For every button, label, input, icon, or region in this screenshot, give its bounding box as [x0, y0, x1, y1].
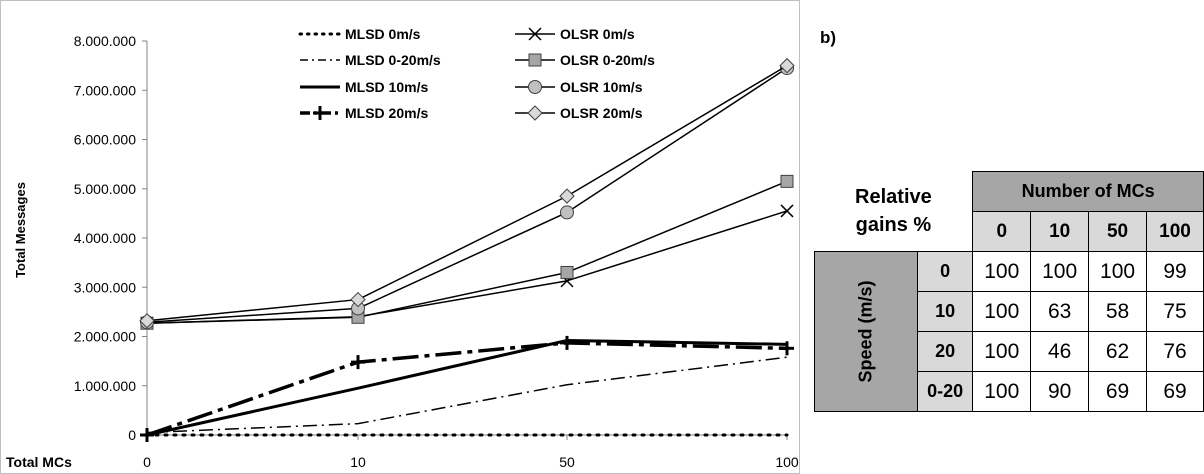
series-mlsd-0-20m-s-line	[146, 356, 788, 434]
legend-olsr-0m-s-label: OLSR 0m/s	[560, 26, 635, 42]
table-cell: 100	[972, 371, 1032, 412]
x-tick-label: 50	[559, 454, 575, 470]
corner-line-1: Relative	[855, 186, 932, 209]
table-row: Speed (m/s) 0 100 100 100 99	[813, 251, 1204, 412]
y-tick-label: 3.000.000	[74, 279, 136, 295]
table-corner-label: Relative gains %	[815, 172, 973, 252]
series-olsr-20m-s-line	[146, 64, 788, 322]
table-cell: 62	[1088, 331, 1147, 372]
table-cell: 69	[1088, 371, 1147, 412]
series-olsr-0-20m-s-line	[146, 180, 788, 324]
x-tick-label: 100	[775, 454, 799, 470]
row-header: 20	[917, 331, 974, 372]
col-header-10: 10	[1030, 211, 1090, 252]
row-header: 10	[917, 291, 974, 332]
table-row: 10 100 63 58 75	[815, 291, 1204, 332]
speed-side-label: Speed (m/s)	[855, 280, 876, 383]
legend-olsr-10m-s-label: OLSR 10m/s	[560, 79, 643, 95]
legend-olsr-10m-s-point	[528, 80, 542, 94]
legend-mlsd-20m-s-point	[313, 106, 327, 120]
y-tick-label: 7.000.000	[74, 82, 136, 98]
y-tick-label: 8.000.000	[74, 33, 136, 49]
legend-olsr-0-20m-s-label: OLSR 0-20m/s	[560, 52, 655, 68]
series-olsr-0-20m-s-point	[560, 265, 574, 279]
y-tick-label: 6.000.000	[74, 132, 136, 148]
table-cell: 100	[972, 331, 1032, 372]
y-axis-title: Total Messages	[13, 182, 28, 278]
table-cell: 100	[972, 291, 1032, 332]
y-tick-label: 4.000.000	[74, 230, 136, 246]
table-row: 20 100 46 62 76	[815, 331, 1204, 372]
table-cell: 100	[972, 251, 1032, 292]
relative-gains-table: Relative gains % Number of MCs 0 10 50 1…	[813, 171, 1204, 412]
y-tick-label: 5.000.000	[74, 181, 136, 197]
series-olsr-0-20m-s-point	[780, 174, 794, 188]
series-olsr-0m-s-point	[780, 204, 794, 218]
legend-olsr-20m-s-point	[527, 105, 543, 121]
series-olsr-10m-s-point	[560, 205, 574, 220]
y-tick-label: 1.000.000	[74, 378, 136, 394]
series-olsr-20m-s-point	[779, 57, 795, 74]
table-cell: 58	[1088, 291, 1147, 332]
legend-olsr-0m-s-point	[528, 27, 542, 41]
chart-frame	[0, 0, 800, 474]
series-mlsd-20m-s-point	[780, 341, 794, 356]
series-mlsd-20m-s-point	[140, 428, 154, 442]
y-tick-label: 2.000.000	[74, 329, 136, 345]
table-cell: 75	[1145, 291, 1204, 332]
table-cell: 63	[1030, 291, 1090, 332]
legend-mlsd-20m-s-label: MLSD 20m/s	[345, 105, 428, 121]
table-cell: 90	[1030, 371, 1090, 412]
col-header-50: 50	[1088, 211, 1147, 252]
col-header-0: 0	[972, 211, 1032, 252]
series-olsr-20m-s-point	[559, 188, 575, 204]
col-header-100: 100	[1145, 211, 1204, 252]
total-messages-line-chart: 0 1.000.000 2.000.000 3.000.000 4.000.000 5.0…	[0, 0, 800, 474]
row-header: 0	[917, 251, 974, 292]
series-mlsd-20m-s-point	[351, 355, 365, 370]
table-row: 0-20 100 90 69 69	[815, 371, 1204, 412]
x-tick-label: 0	[143, 454, 151, 470]
series-mlsd-20m-s-line	[146, 341, 788, 437]
speed-side-header: Speed (m/s)	[813, 251, 919, 412]
panel-label-b: b)	[820, 28, 837, 47]
corner-line-2: gains %	[855, 214, 932, 237]
x-axis-title: Total MCs	[6, 454, 72, 470]
series-mlsd-10m-s-line	[146, 338, 788, 437]
series-olsr-10m-s-line	[146, 67, 788, 323]
y-tick-label: 0	[128, 427, 136, 443]
legend-mlsd-0-20m-s-label: MLSD 0-20m/s	[345, 52, 441, 68]
legend-olsr-20m-s-label: OLSR 20m/s	[560, 105, 643, 121]
table-cell: 46	[1030, 331, 1090, 372]
legend-mlsd-10m-s-label: MLSD 10m/s	[345, 79, 428, 95]
x-tick-label: 10	[350, 454, 366, 470]
legend-olsr-0-20m-s-point	[528, 53, 542, 67]
table-cell: 76	[1145, 331, 1204, 372]
table-cell: 100	[1088, 251, 1147, 292]
row-header: 0-20	[917, 371, 974, 412]
table-cell: 100	[1030, 251, 1090, 292]
table-header-number-of-mcs: Number of MCs	[972, 171, 1204, 212]
series-olsr-20m-s-point	[350, 291, 366, 308]
legend-mlsd-0m-s-label: MLSD 0m/s	[345, 26, 421, 42]
series-mlsd-20m-s-point	[560, 335, 574, 350]
table-cell: 99	[1145, 251, 1204, 292]
series-olsr-20m-s-point	[139, 313, 155, 329]
table-cell: 69	[1145, 371, 1204, 412]
